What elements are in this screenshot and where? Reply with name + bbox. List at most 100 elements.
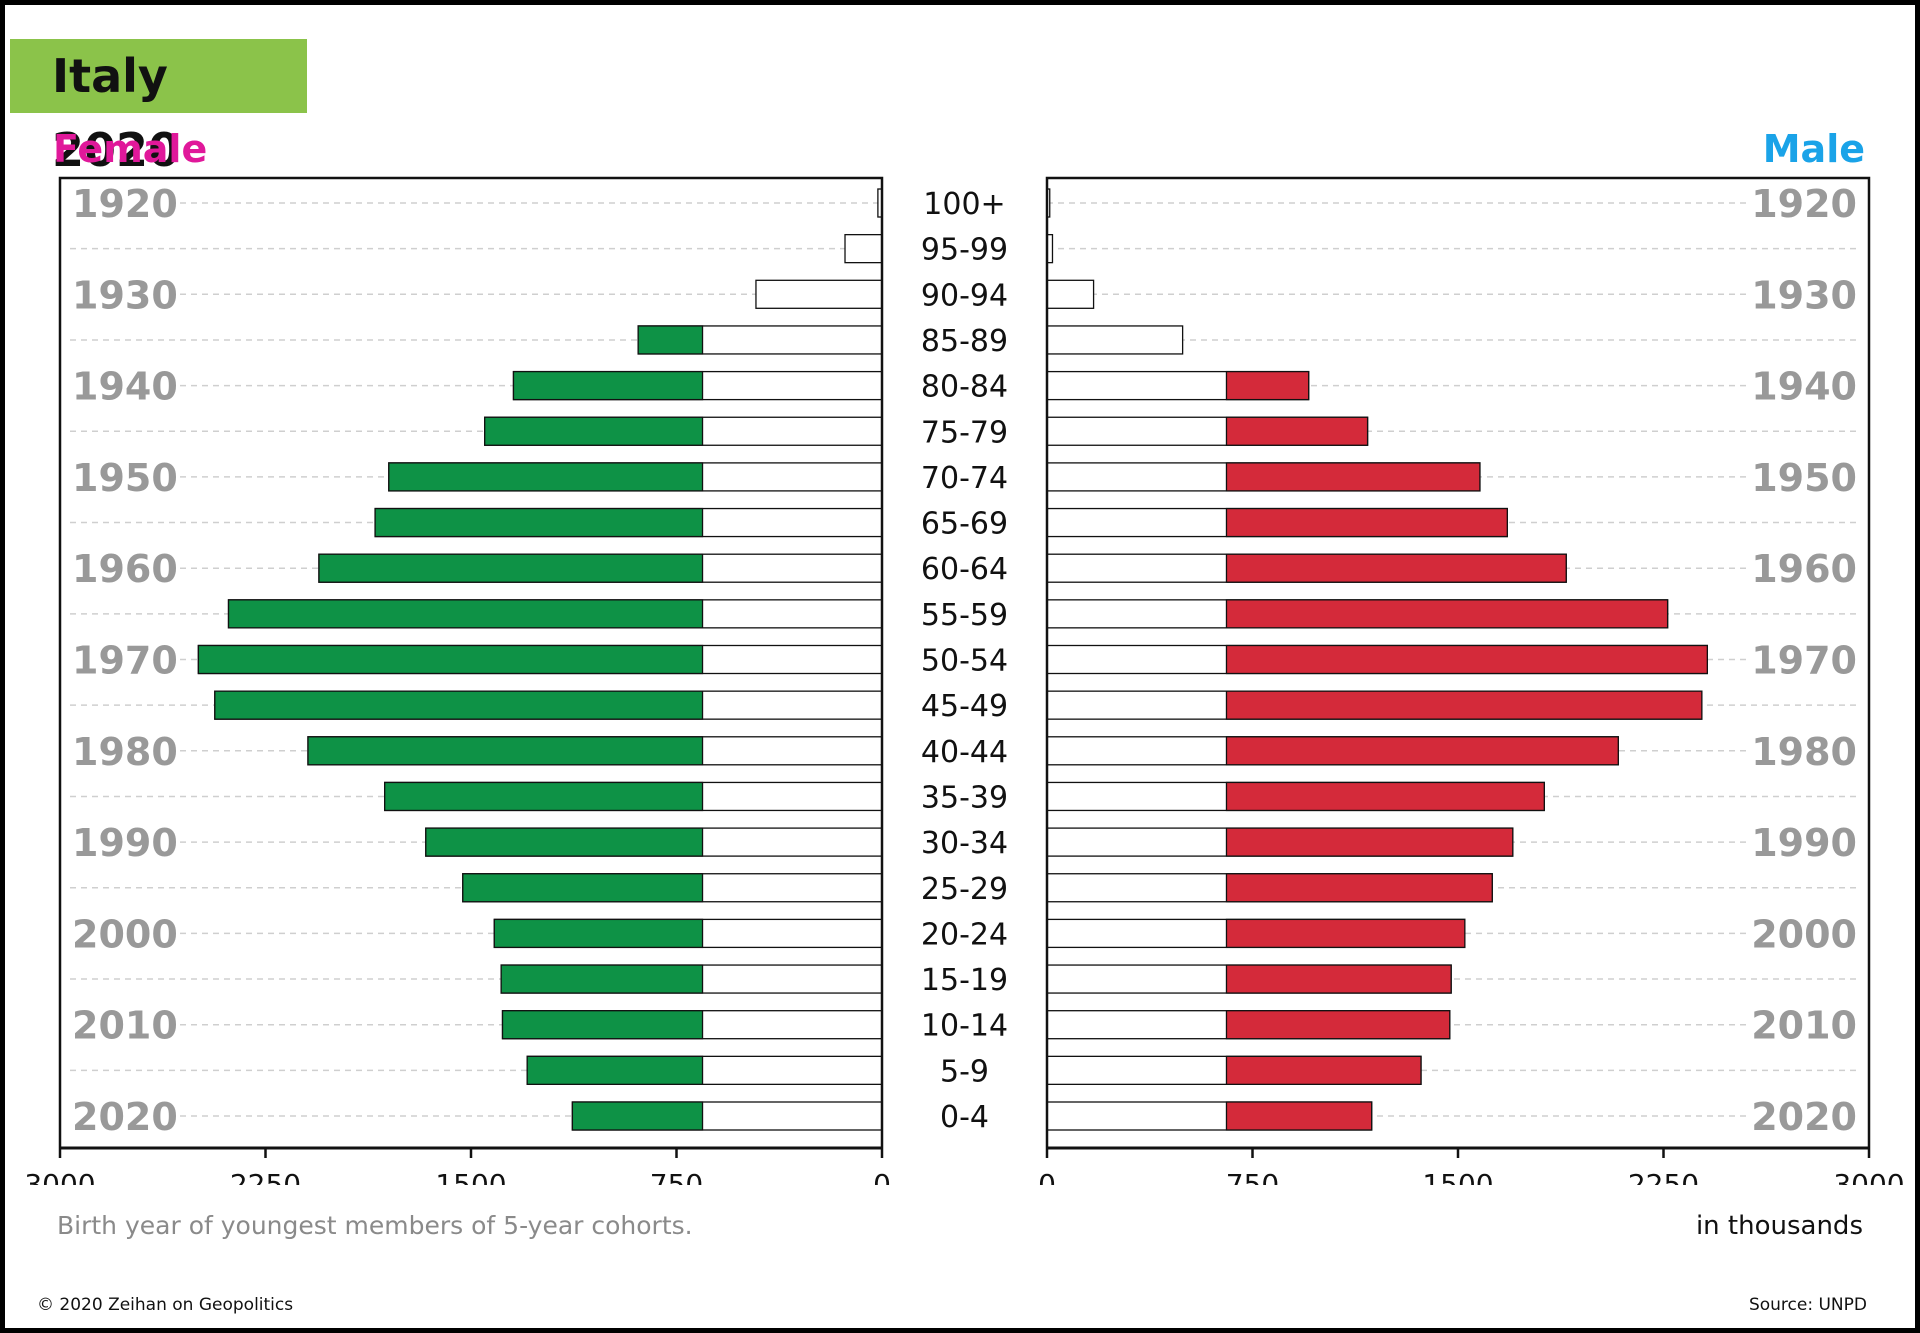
male-bar-highlight — [1225, 781, 1545, 812]
birth-year-label-left: 1970 — [72, 639, 178, 683]
female-bar-highlight — [571, 1101, 704, 1131]
chart-title: Italy 2020 — [52, 49, 181, 177]
male-bar-highlight — [1225, 507, 1508, 538]
male-x-tick-label: 1500 — [1422, 1168, 1493, 1185]
female-bar-highlight — [307, 736, 704, 766]
age-group-label: 90-94 — [921, 278, 1008, 313]
birth-year-label-left: 2000 — [72, 912, 178, 956]
birth-year-label-left: 1950 — [72, 456, 178, 500]
female-x-tick-label: 2250 — [230, 1168, 301, 1185]
female-bar — [755, 279, 883, 309]
birth-year-label-right: 1920 — [1751, 182, 1857, 226]
year-label-mask — [65, 548, 180, 589]
year-label-mask — [1749, 1096, 1864, 1136]
birth-year-label-left: 1980 — [72, 730, 178, 774]
female-bar-highlight — [526, 1055, 704, 1085]
birth-year-label-right: 2000 — [1751, 912, 1857, 956]
male-bar-highlight — [1225, 736, 1619, 766]
female-bar-highlight — [197, 644, 704, 675]
birth-year-label-right: 1970 — [1751, 639, 1857, 683]
male-bar-highlight — [1225, 370, 1310, 401]
birth-year-label-right: 2010 — [1751, 1004, 1857, 1048]
birth-year-label-left: 2010 — [72, 1004, 178, 1048]
copyright: © 2020 Zeihan on Geopolitics — [37, 1295, 294, 1315]
female-bar-highlight — [484, 416, 704, 446]
female-bar-highlight — [374, 507, 704, 538]
female-label: Female — [53, 127, 208, 171]
age-group-label: 30-34 — [921, 826, 1008, 861]
female-x-tick-label: 1500 — [435, 1168, 506, 1185]
year-label-mask — [1749, 913, 1864, 954]
male-label: Male — [1762, 127, 1865, 171]
year-label-mask — [1749, 548, 1864, 589]
female-bar-highlight — [388, 462, 704, 492]
year-label-mask — [65, 913, 180, 954]
male-bar-highlight — [1225, 462, 1481, 492]
age-group-label: 0-4 — [940, 1100, 989, 1135]
male-x-tick-label: 750 — [1226, 1168, 1279, 1185]
birth-year-label-right: 1950 — [1751, 456, 1857, 500]
male-bar-highlight — [1225, 553, 1567, 583]
male-bar-highlight — [1225, 690, 1703, 720]
age-group-label: 75-79 — [921, 415, 1008, 450]
male-x-tick-label: 2250 — [1628, 1168, 1699, 1185]
female-bar-highlight — [637, 325, 704, 355]
female-bar-highlight — [227, 599, 704, 629]
female-bar-highlight — [500, 964, 704, 994]
age-group-label: 55-59 — [921, 598, 1008, 633]
birth-year-label-right: 2020 — [1751, 1095, 1857, 1139]
age-group-label: 10-14 — [921, 1009, 1008, 1044]
birth-year-label-right: 1990 — [1751, 821, 1857, 865]
age-group-label: 50-54 — [921, 644, 1008, 679]
year-label-mask — [65, 822, 180, 863]
female-bar-highlight — [462, 873, 704, 903]
male-bar — [1046, 279, 1095, 309]
male-bar-highlight — [1225, 964, 1452, 994]
female-bar-highlight — [384, 781, 704, 812]
year-label-mask — [1749, 274, 1864, 315]
year-label-mask — [1749, 1004, 1864, 1045]
year-label-mask — [65, 639, 180, 680]
year-label-mask — [65, 365, 180, 406]
female-bar — [844, 233, 883, 264]
birth-year-label-right: 1940 — [1751, 365, 1857, 409]
year-label-mask — [1749, 365, 1864, 406]
male-bar-highlight — [1225, 1055, 1422, 1085]
male-bar-highlight — [1225, 416, 1369, 446]
male-bar — [1046, 325, 1184, 355]
units-label: in thousands — [1695, 1211, 1863, 1241]
age-group-label: 60-64 — [921, 552, 1008, 587]
year-label-mask — [65, 1096, 180, 1136]
female-bar-highlight — [318, 553, 704, 583]
year-label-mask — [65, 183, 180, 223]
female-bar-highlight — [425, 827, 704, 857]
female-panel-frame — [58, 176, 884, 1148]
male-bar-highlight — [1225, 827, 1514, 857]
birth-year-label-right: 1930 — [1751, 273, 1857, 317]
female-bar-highlight — [512, 370, 704, 401]
age-group-label: 15-19 — [921, 963, 1008, 998]
age-group-label: 25-29 — [921, 872, 1008, 907]
population-pyramid: 1920 1920 1930 1930 1940 1940 1950 1950 1960 1960… — [24, 176, 1905, 1185]
male-x-tick-label: 0 — [1038, 1168, 1056, 1185]
female-x-tick-label: 0 — [873, 1168, 891, 1185]
age-group-label: 40-44 — [921, 735, 1008, 770]
age-group-label: 65-69 — [921, 507, 1008, 542]
year-label-mask — [65, 1004, 180, 1045]
source: Source: UNPD — [1748, 1295, 1867, 1315]
age-group-label: 35-39 — [921, 780, 1008, 815]
male-bar-highlight — [1225, 1101, 1373, 1131]
title-box: Italy 2020 — [10, 39, 307, 177]
year-label-mask — [1749, 183, 1864, 223]
birth-year-label-left: 2020 — [72, 1095, 178, 1139]
birth-year-note: Birth year of youngest members of 5-year… — [57, 1211, 693, 1240]
female-x-tick-label: 3000 — [24, 1168, 95, 1185]
male-bar-highlight — [1225, 873, 1493, 903]
male-x-tick-label: 3000 — [1833, 1168, 1904, 1185]
male-bar-highlight — [1225, 599, 1669, 629]
age-group-label: 45-49 — [921, 689, 1008, 724]
female-bar-highlight — [493, 918, 704, 949]
year-label-mask — [1749, 456, 1864, 497]
year-label-mask — [65, 274, 180, 315]
